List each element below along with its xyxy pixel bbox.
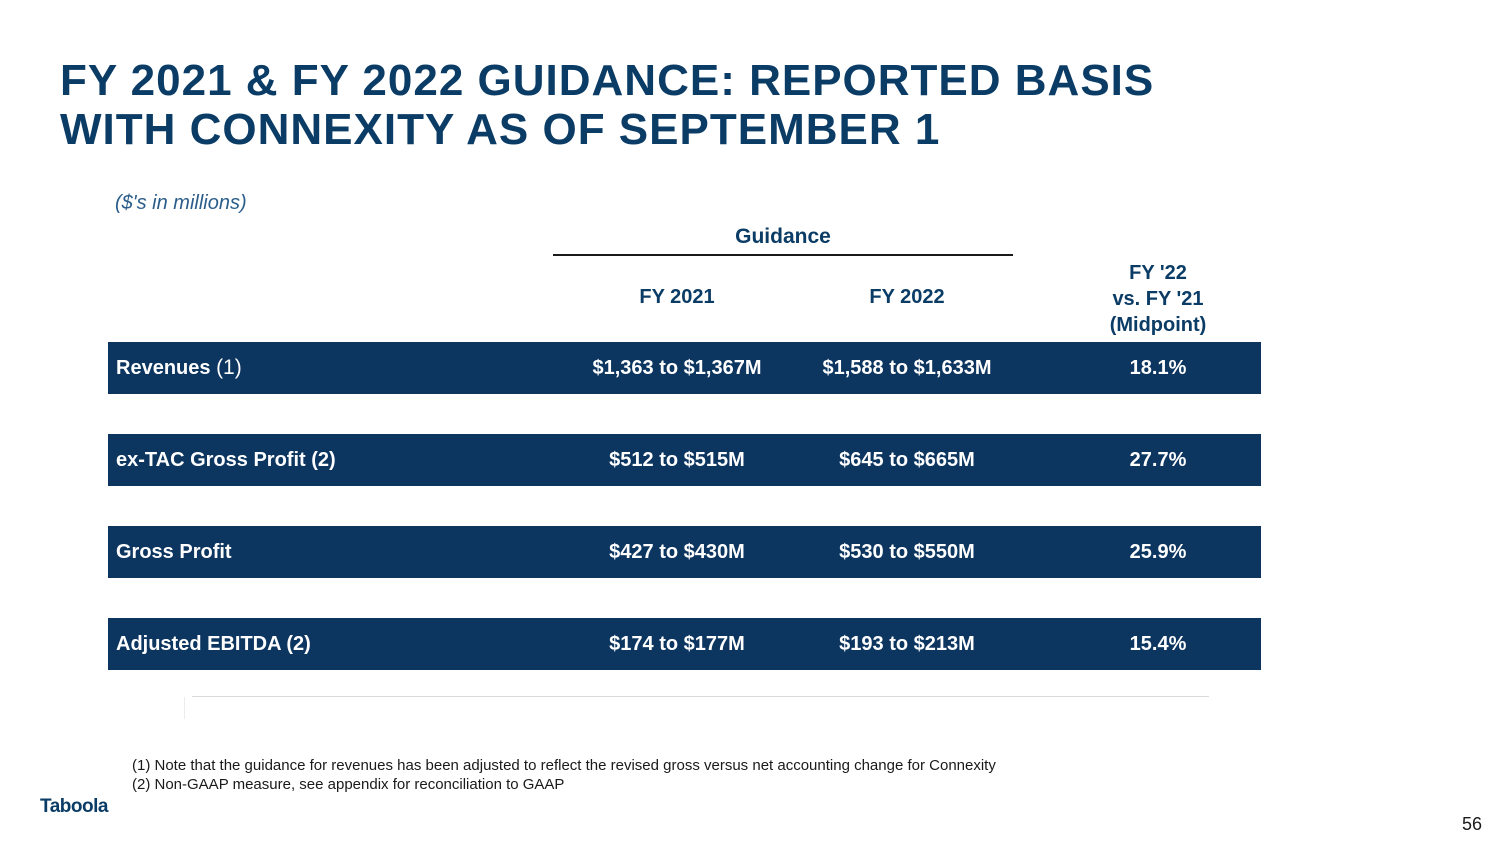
slide-title-line-1: FY 2021 & FY 2022 GUIDANCE: REPORTED BAS… (60, 56, 1155, 105)
row-label: Gross Profit (116, 541, 232, 563)
table-row-revenues: Revenues (1) $1,363 to $1,367M $1,588 to… (108, 342, 1261, 394)
cell-fy2021: $512 to $515M (609, 449, 745, 471)
table-row-ex-tac-gross-profit: ex-TAC Gross Profit (2) $512 to $515M $6… (108, 434, 1261, 486)
taboola-logo: Taboola (40, 796, 108, 817)
cell-fy2021: $174 to $177M (609, 633, 745, 655)
table-row-adjusted-ebitda: Adjusted EBITDA (2) $174 to $177M $193 t… (108, 618, 1261, 670)
table-bottom-tick (184, 697, 185, 719)
row-label: Adjusted EBITDA (2) (116, 633, 311, 655)
guidance-underline (553, 254, 1013, 256)
row-label: ex-TAC Gross Profit (2) (116, 449, 336, 471)
footnote-1: (1) Note that the guidance for revenues … (132, 757, 996, 774)
cell-fy2021: $1,363 to $1,367M (592, 357, 762, 379)
row-label: Revenues (1) (116, 342, 242, 394)
column-header-midpoint-line-2: vs. FY '21 (1112, 288, 1204, 310)
column-header-midpoint-line-3: (Midpoint) (1109, 314, 1207, 336)
row-label-text: Revenues (116, 357, 211, 379)
table-row-gross-profit: Gross Profit $427 to $430M $530 to $550M… (108, 526, 1261, 578)
slide-title: FY 2021 & FY 2022 GUIDANCE: REPORTED BAS… (60, 56, 1154, 154)
footnotes: (1) Note that the guidance for revenues … (132, 756, 996, 794)
column-header-midpoint: FY '22 vs. FY '21 (Midpoint) (1058, 260, 1258, 338)
cell-midpoint-growth: 15.4% (1129, 633, 1187, 655)
column-header-fy2022: FY 2022 (869, 286, 945, 308)
cell-fy2021: $427 to $430M (609, 541, 745, 563)
column-header-fy2021: FY 2021 (639, 286, 715, 308)
row-label-footnote-ref: (1) (216, 356, 242, 379)
cell-midpoint-growth: 18.1% (1129, 357, 1187, 379)
cell-fy2022: $193 to $213M (839, 633, 975, 655)
footnote-2: (2) Non-GAAP measure, see appendix for r… (132, 776, 565, 793)
cell-midpoint-growth: 25.9% (1129, 541, 1187, 563)
column-header-midpoint-line-1: FY '22 (1129, 262, 1187, 284)
cell-fy2022: $530 to $550M (839, 541, 975, 563)
cell-midpoint-growth: 27.7% (1129, 449, 1187, 471)
guidance-header: Guidance (735, 225, 831, 248)
slide-title-line-2: WITH CONNEXITY AS OF SEPTEMBER 1 (60, 105, 941, 154)
cell-fy2022: $1,588 to $1,633M (822, 357, 992, 379)
units-note: ($'s in millions) (115, 192, 247, 214)
table-bottom-divider (192, 696, 1209, 697)
cell-fy2022: $645 to $665M (839, 449, 975, 471)
page-number: 56 (1461, 814, 1482, 834)
